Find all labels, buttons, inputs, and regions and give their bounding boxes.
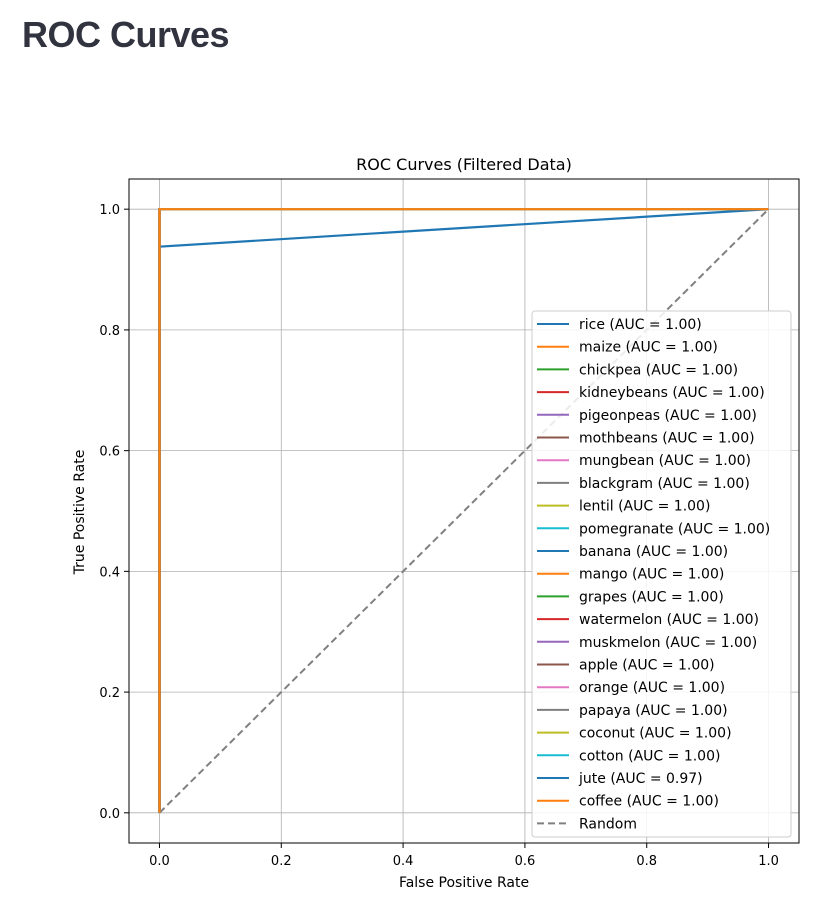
- legend-label: jute (AUC = 0.97): [578, 771, 703, 787]
- legend-label: orange (AUC = 1.00): [579, 680, 725, 696]
- legend-label: muskmelon (AUC = 1.00): [579, 635, 757, 651]
- x-tick-label: 0.6: [515, 854, 536, 869]
- legend-label: banana (AUC = 1.00): [579, 544, 728, 560]
- legend-label: maize (AUC = 1.00): [579, 340, 718, 356]
- legend-label: kidneybeans (AUC = 1.00): [579, 385, 765, 401]
- legend-label: lentil (AUC = 1.00): [579, 499, 710, 515]
- legend-label: chickpea (AUC = 1.00): [579, 362, 738, 378]
- chart-legend: rice (AUC = 1.00) maize (AUC = 1.00) chick…: [531, 310, 792, 838]
- legend-label: coffee (AUC = 1.00): [579, 794, 719, 810]
- legend-label: apple (AUC = 1.00): [579, 658, 715, 674]
- legend-label: Random: [579, 816, 637, 832]
- legend-label: cotton (AUC = 1.00): [579, 748, 720, 764]
- legend-label: pigeonpeas (AUC = 1.00): [579, 408, 757, 424]
- legend-label: grapes (AUC = 1.00): [579, 589, 724, 605]
- x-axis-label: False Positive Rate: [399, 875, 529, 891]
- legend-label: pomegranate (AUC = 1.00): [579, 521, 770, 537]
- legend-label: papaya (AUC = 1.00): [579, 703, 728, 719]
- page-heading: ROC Curves: [22, 14, 230, 55]
- x-tick-label: 0.4: [393, 854, 414, 869]
- y-tick-label: 1.0: [99, 203, 120, 218]
- legend-label: blackgram (AUC = 1.00): [579, 476, 750, 492]
- chart-title: ROC Curves (Filtered Data): [356, 155, 572, 174]
- plot-frame: [128, 178, 800, 844]
- legend-label: watermelon (AUC = 1.00): [579, 612, 759, 628]
- y-tick-label: 0.2: [99, 686, 120, 701]
- x-tick-label: 0.2: [271, 854, 292, 869]
- x-tick-label: 1.0: [758, 854, 779, 869]
- legend-box: [531, 310, 792, 838]
- y-tick-label: 0.4: [99, 565, 120, 580]
- x-tick-label: 0.0: [149, 854, 170, 869]
- legend-label: mothbeans (AUC = 1.00): [579, 431, 755, 447]
- y-tick-label: 0.6: [99, 445, 120, 460]
- y-tick-label: 0.8: [99, 324, 120, 339]
- series-line: [158, 208, 769, 813]
- legend-label: rice (AUC = 1.00): [579, 317, 702, 333]
- x-tick-label: 0.8: [636, 854, 657, 869]
- y-axis-label: True Positive Rate: [72, 450, 88, 576]
- legend-label: mungbean (AUC = 1.00): [579, 453, 751, 469]
- legend-label: mango (AUC = 1.00): [579, 567, 724, 583]
- y-tick-label: 0.0: [99, 807, 120, 822]
- legend-label: coconut (AUC = 1.00): [579, 726, 732, 742]
- chart-ticks: 0.0 0.2 0.4 0.6 0.8 1.0 0.0 0.2 0.4 0.6 0.8 1.0: [99, 203, 779, 869]
- chart-lines: [158, 208, 770, 814]
